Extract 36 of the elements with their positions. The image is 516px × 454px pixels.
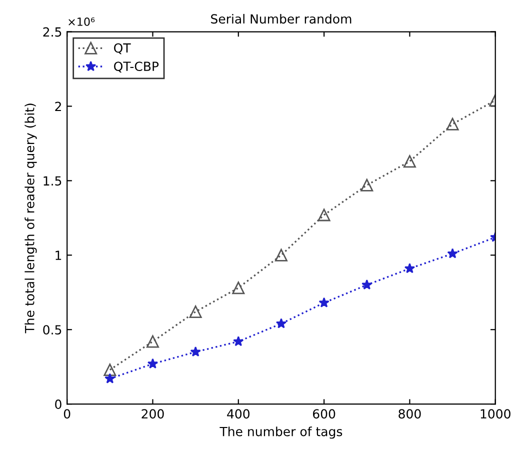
x-tick-label: 0 xyxy=(64,409,70,419)
point xyxy=(318,208,330,222)
point xyxy=(190,346,201,357)
point xyxy=(318,297,330,308)
x-tick-label: 200 xyxy=(142,409,164,419)
x-tick-label: 400 xyxy=(227,409,250,419)
point xyxy=(362,279,372,290)
point xyxy=(147,358,158,368)
point xyxy=(104,364,116,376)
point xyxy=(232,282,245,294)
text: ×10⁶ xyxy=(68,18,95,26)
point xyxy=(189,305,202,318)
y-tick-label: 0 xyxy=(55,400,62,409)
y-tick-label: 2 xyxy=(55,102,61,111)
point xyxy=(146,335,159,348)
y-axis-title: The total length of reader query (bit) xyxy=(24,104,37,334)
point xyxy=(233,336,244,346)
x-tick-label: 800 xyxy=(398,409,421,419)
point xyxy=(446,118,459,130)
y-tick-label: 0.5 xyxy=(43,325,62,335)
point xyxy=(274,248,288,262)
point xyxy=(104,373,116,384)
point xyxy=(403,155,416,168)
y-tick-label: 2.5 xyxy=(43,27,62,37)
point xyxy=(276,318,287,328)
point xyxy=(360,178,374,192)
point xyxy=(447,248,458,258)
y-tick-label: 1.5 xyxy=(44,176,62,186)
y-tick-label: 1 xyxy=(56,250,62,260)
x-axis-title: The number of tags xyxy=(220,426,342,439)
chart-title: Serial Number random xyxy=(211,14,352,24)
legend-label: QT-CBP xyxy=(114,62,159,72)
point xyxy=(404,262,416,274)
legend-label: QT xyxy=(114,43,131,54)
x-tick-label: 600 xyxy=(312,409,336,419)
x-tick-label: 1000 xyxy=(480,409,510,419)
